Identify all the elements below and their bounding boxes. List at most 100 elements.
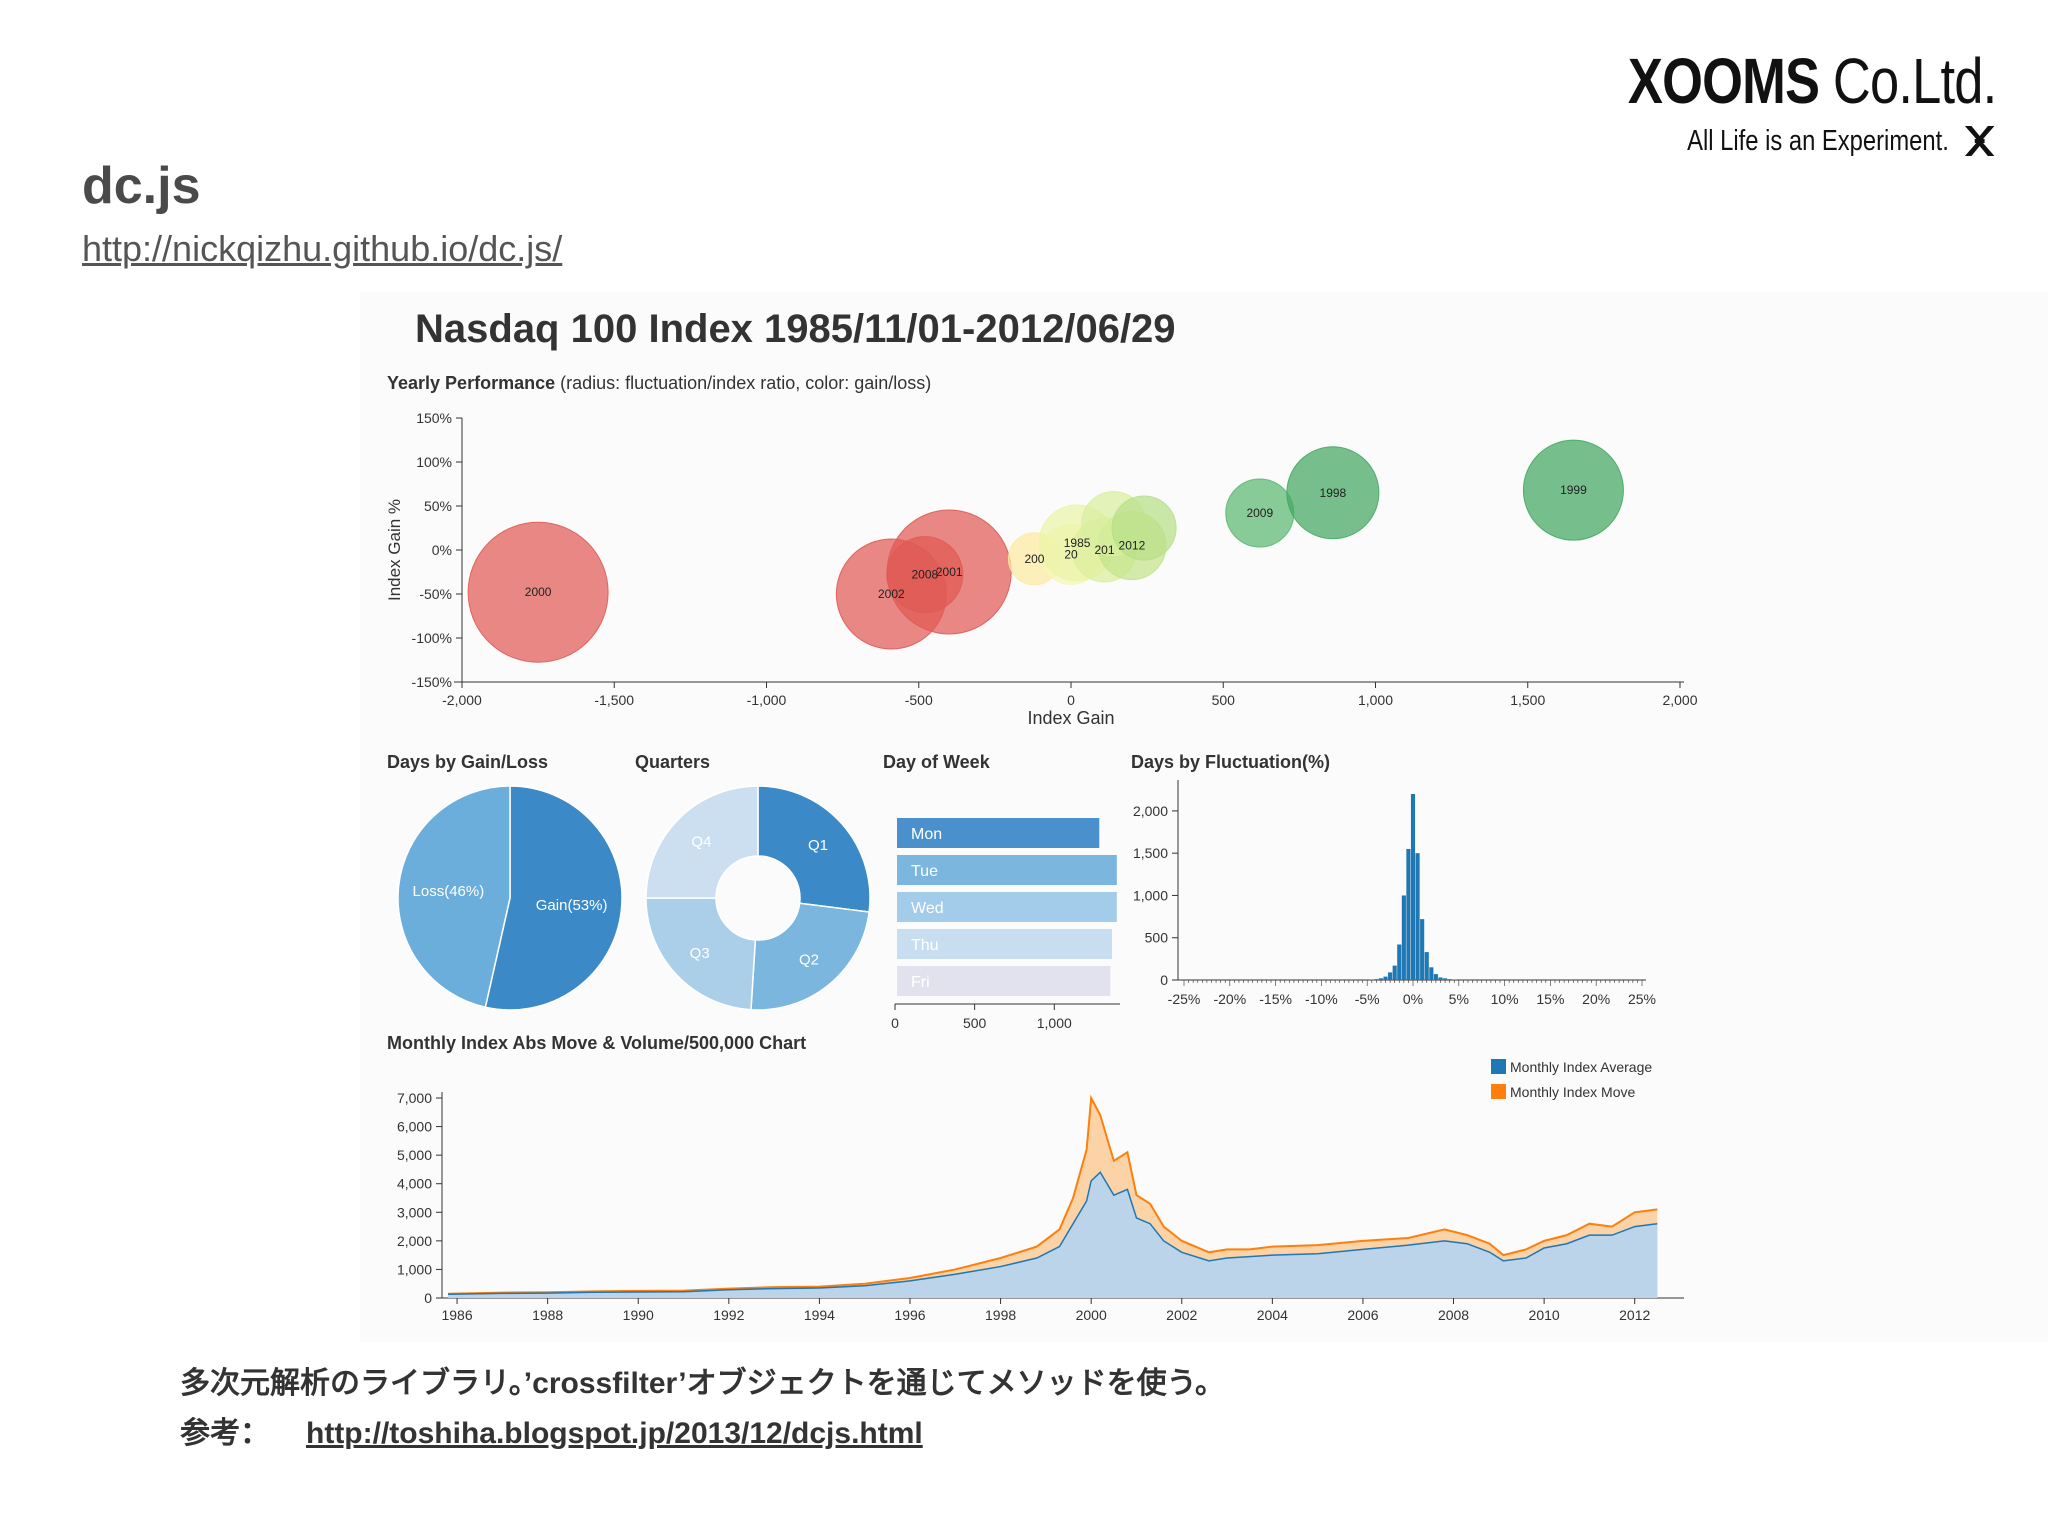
x-tick-label: 1988 — [532, 1307, 563, 1323]
histogram-bar — [1410, 794, 1416, 980]
y-tick-label: -150% — [412, 674, 452, 690]
x-tick-label: 2006 — [1347, 1307, 1378, 1323]
slice — [645, 785, 759, 899]
histogram-bar — [1415, 853, 1420, 980]
histogram-bar — [1397, 944, 1402, 980]
histogram-bar — [1429, 967, 1434, 980]
histogram-bar — [1433, 974, 1438, 980]
slice — [645, 897, 757, 1011]
slice — [757, 785, 871, 913]
histogram-bar — [1438, 977, 1443, 980]
x-tick-label: 2004 — [1257, 1307, 1288, 1323]
x-tick-label: -500 — [905, 692, 933, 708]
x-tick-label: 1,000 — [1358, 692, 1393, 708]
area-monthly-move — [448, 1098, 1658, 1298]
logo-tagline: All Life is an Experiment. — [1628, 124, 1996, 158]
x-tick-label: 2008 — [1438, 1307, 1469, 1323]
legend-swatch — [1491, 1059, 1506, 1074]
x-tick-label: -10% — [1305, 991, 1338, 1007]
legend-swatch — [1491, 1084, 1506, 1099]
slice-label: Loss(46%) — [413, 883, 485, 900]
x-tick-label: 10% — [1491, 991, 1519, 1007]
y-tick-label: 0 — [1160, 972, 1168, 988]
gain-loss-pie-title: Days by Gain/Loss — [387, 752, 548, 772]
row-label: Mon — [911, 826, 942, 843]
histogram-bar — [1406, 848, 1411, 980]
y-tick-label: 2,000 — [1133, 803, 1168, 819]
y-tick-label: 50% — [424, 498, 452, 514]
reference-link[interactable]: http://toshiha.blogspot.jp/2013/12/dcjs.… — [306, 1417, 923, 1450]
area-chart-title: Monthly Index Abs Move & Volume/500,000 … — [387, 1033, 806, 1053]
y-tick-label: 1,000 — [397, 1261, 432, 1277]
bubble-label: 1999 — [1560, 483, 1587, 497]
x-tick-label: 2002 — [1166, 1307, 1197, 1323]
bubble-label: 2002 — [878, 587, 905, 601]
slice — [397, 785, 511, 1009]
slice-label: Q2 — [799, 952, 819, 969]
slice — [484, 785, 623, 1011]
bubble-label: 20 — [1064, 547, 1078, 561]
row-bar — [897, 929, 1113, 959]
bubble — [467, 521, 609, 663]
row-bar — [897, 892, 1117, 922]
y-tick-label: 4,000 — [397, 1176, 432, 1192]
bubble-label: 1998 — [1320, 486, 1347, 500]
xooms-mark-icon — [1964, 126, 1995, 156]
x-tick-label: 1992 — [713, 1307, 744, 1323]
x-tick-label: 1,500 — [1510, 692, 1545, 708]
line-monthly-average — [447, 1171, 1658, 1296]
x-tick-label: 5% — [1449, 991, 1469, 1007]
dashboard-title: Nasdaq 100 Index 1985/11/01-2012/06/29 — [415, 307, 1176, 351]
bubble-label: 2012 — [1119, 539, 1146, 553]
bubble-chart: Yearly Performance (radius: fluctuation/… — [385, 373, 1698, 728]
y-tick-label: 1,000 — [1133, 887, 1168, 903]
x-tick-label: 1986 — [441, 1307, 472, 1323]
dashboard-screenshot: Nasdaq 100 Index 1985/11/01-2012/06/29 Ye… — [360, 292, 2048, 1342]
x-tick-label: 2000 — [1076, 1307, 1107, 1323]
x-tick-label: 25% — [1628, 991, 1656, 1007]
slice — [750, 902, 870, 1011]
bubble-chart-subtitle: (radius: fluctuation/index ratio, color:… — [560, 373, 931, 393]
bubble — [1111, 495, 1177, 561]
histogram-bar — [1420, 919, 1425, 980]
x-tick-label: -2,000 — [442, 692, 482, 708]
y-tick-label: 150% — [416, 410, 452, 426]
x-tick-label: 1998 — [985, 1307, 1016, 1323]
footer-description: 多次元解析のライブラリ。’crossfilter’オブジェクトを通じてメソッドを… — [180, 1367, 1225, 1400]
x-tick-label: 0 — [891, 1015, 899, 1031]
x-tick-label: -5% — [1355, 991, 1380, 1007]
histogram-bar — [1378, 978, 1384, 980]
bubble-chart-title: Yearly Performance (radius: fluctuation/… — [387, 373, 931, 393]
x-tick-label: 500 — [963, 1015, 987, 1031]
y-tick-label: 0% — [432, 542, 452, 558]
row-bar — [897, 966, 1111, 996]
bubble-label: 201 — [1094, 543, 1114, 557]
x-tick-label: -25% — [1168, 991, 1201, 1007]
row-label: Tue — [911, 863, 938, 880]
x-tick-label: 0% — [1403, 991, 1423, 1007]
histogram-bar — [1424, 952, 1429, 980]
x-tick-label: 20% — [1582, 991, 1610, 1007]
slice-label: Q4 — [691, 833, 711, 850]
row-label: Thu — [911, 937, 939, 954]
quarters-donut: Quarters Q1 Q2 Q3 Q4 — [635, 752, 871, 1011]
bubble-label: 2009 — [1246, 506, 1273, 520]
y-tick-label: -100% — [412, 630, 452, 646]
row-label: Wed — [911, 900, 944, 917]
x-tick-label: 2010 — [1529, 1307, 1560, 1323]
dcjs-link[interactable]: http://nickqizhu.github.io/dc.js/ — [82, 228, 563, 269]
x-tick-label: -15% — [1259, 991, 1292, 1007]
x-tick-label: 2,000 — [1662, 692, 1697, 708]
x-tick-label: -1,500 — [594, 692, 634, 708]
bubble-label: 200 — [1024, 552, 1044, 566]
histogram-bar — [1392, 965, 1397, 980]
y-axis-label: Index Gain % — [385, 499, 404, 601]
y-tick-label: 5,000 — [397, 1147, 432, 1163]
slice-label: Q1 — [808, 837, 828, 854]
day-of-week-title: Day of Week — [883, 752, 991, 772]
bubble — [1286, 446, 1380, 540]
y-tick-label: 100% — [416, 454, 452, 470]
x-tick-label: -20% — [1213, 991, 1246, 1007]
logo-name: XOOMS Co.Ltd. — [1627, 45, 1997, 117]
bubble-label: 2000 — [525, 585, 552, 599]
